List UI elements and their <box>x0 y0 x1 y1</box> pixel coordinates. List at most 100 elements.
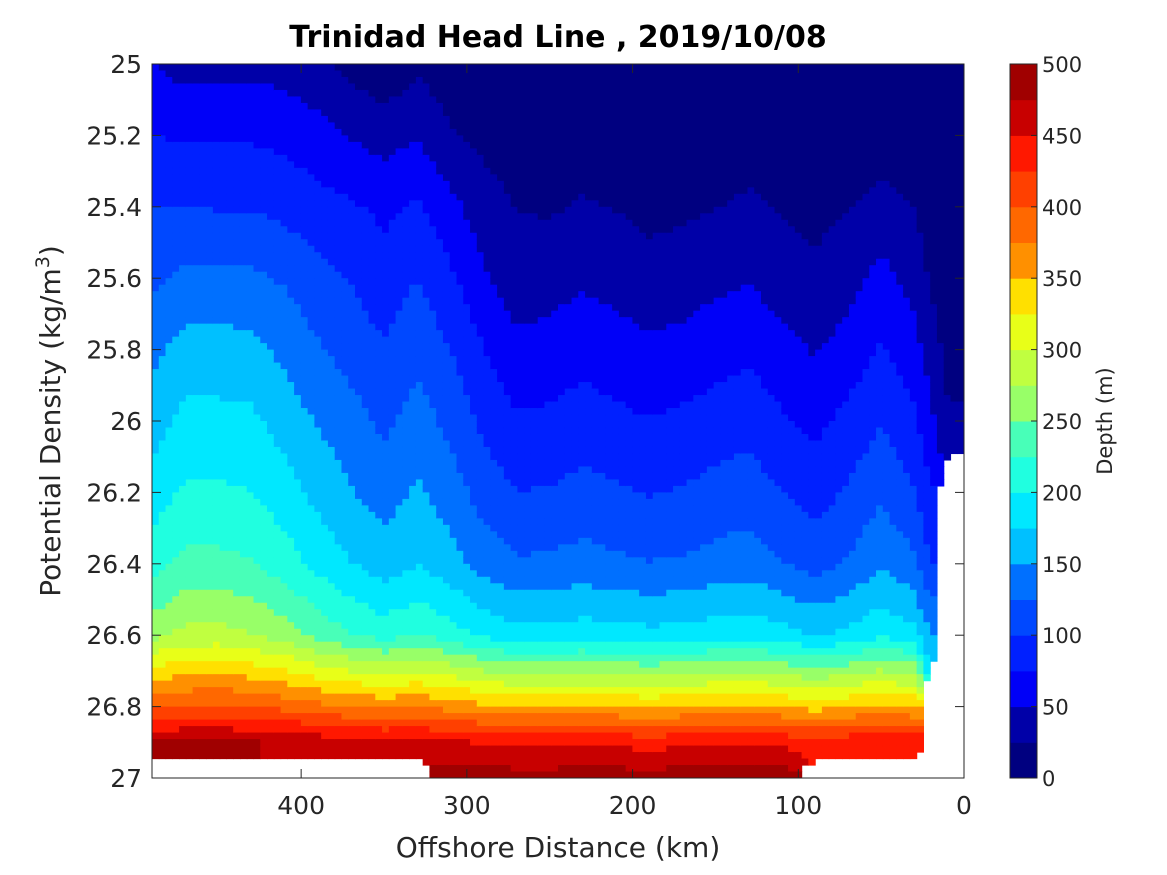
contour-cell <box>382 310 390 318</box>
contour-cell <box>341 278 349 286</box>
contour-cell <box>348 570 356 578</box>
contour-cell <box>294 213 302 221</box>
contour-cell <box>442 64 451 72</box>
contour-cell <box>449 596 458 604</box>
contour-cell <box>158 706 167 714</box>
contour-cell <box>388 446 397 455</box>
contour-cell <box>273 693 282 701</box>
contour-cell <box>273 310 282 318</box>
contour-cell <box>226 563 234 571</box>
contour-cell <box>348 602 356 610</box>
contour-cell <box>300 453 309 461</box>
contour-cell <box>334 635 343 643</box>
contour-cell <box>334 252 343 260</box>
contour-cell <box>300 596 309 604</box>
contour-cell <box>449 427 458 435</box>
contour-cell <box>233 193 241 201</box>
contour-cell <box>449 771 458 778</box>
contour-cell <box>246 232 255 240</box>
contour-cell <box>206 693 214 701</box>
contour-cell <box>436 414 444 422</box>
contour-cell <box>219 167 228 175</box>
contour-cell <box>287 148 295 156</box>
contour-cell <box>368 304 376 312</box>
contour-cell <box>212 459 221 468</box>
contour-cell <box>355 511 363 519</box>
contour-cell <box>273 167 282 175</box>
contour-cell <box>436 505 444 513</box>
contour-cell <box>246 752 255 760</box>
contour-cell <box>253 583 261 591</box>
contour-cell <box>246 388 255 396</box>
contour-cell <box>185 421 194 429</box>
contour-cell <box>260 459 268 468</box>
contour-cell <box>280 472 288 481</box>
contour-cell <box>395 563 403 571</box>
contour-cell <box>442 615 451 623</box>
contour-cell <box>158 576 167 584</box>
contour-cell <box>395 297 403 305</box>
contour-cell <box>300 459 309 468</box>
contour-cell <box>334 433 343 442</box>
contour-cell <box>280 752 288 760</box>
contour-cell <box>260 109 268 117</box>
contour-cell <box>355 336 363 344</box>
contour-cell <box>382 739 390 747</box>
contour-cell <box>179 213 187 221</box>
contour-cell <box>334 200 343 208</box>
contour-cell <box>226 310 234 318</box>
contour-cell <box>199 472 207 481</box>
contour-cell <box>314 200 322 208</box>
contour-cell <box>246 239 255 247</box>
contour-cell <box>239 174 248 182</box>
contour-cell <box>172 64 180 72</box>
contour-cell <box>253 687 261 695</box>
contour-cell <box>429 635 437 643</box>
contour-cell <box>341 226 349 234</box>
contour-cell <box>239 531 248 539</box>
contour-cell <box>152 200 160 208</box>
contour-cell <box>368 609 376 617</box>
contour-cell <box>415 472 424 481</box>
contour-cell <box>355 667 363 675</box>
contour-cell <box>179 433 187 442</box>
contour-cell <box>294 200 302 208</box>
contour-cell <box>375 310 383 318</box>
contour-cell <box>348 122 356 130</box>
contour-cell <box>280 628 288 636</box>
contour-cell <box>294 615 302 623</box>
contour-cell <box>341 122 349 130</box>
contour-cell <box>422 674 431 682</box>
contour-cell <box>199 421 207 429</box>
contour-cell <box>212 343 221 351</box>
contour-cell <box>219 427 228 435</box>
contour-cell <box>219 479 228 487</box>
contour-cell <box>199 427 207 435</box>
contour-cell <box>334 537 343 545</box>
contour-cell <box>368 518 376 526</box>
contour-cell <box>388 310 397 318</box>
contour-cell <box>199 453 207 461</box>
contour-cell <box>260 115 268 124</box>
contour-cell <box>185 576 194 584</box>
contour-cell <box>355 563 363 571</box>
contour-cell <box>314 336 322 344</box>
contour-cell <box>307 323 315 331</box>
contour-cell <box>246 440 255 448</box>
contour-cell <box>267 304 275 312</box>
contour-cell <box>212 745 221 753</box>
contour-cell <box>321 135 329 143</box>
contour-cell <box>341 401 349 409</box>
contour-cell <box>206 206 214 214</box>
contour-cell <box>294 518 302 526</box>
contour-cell <box>334 739 343 747</box>
contour-cell <box>402 64 410 72</box>
contour-cell <box>388 472 397 481</box>
contour-cell <box>334 453 343 461</box>
contour-cell <box>172 89 180 98</box>
contour-cell <box>375 122 383 130</box>
contour-cell <box>449 284 458 292</box>
contour-cell <box>206 284 214 292</box>
contour-cell <box>287 459 295 468</box>
contour-cell <box>334 297 343 305</box>
